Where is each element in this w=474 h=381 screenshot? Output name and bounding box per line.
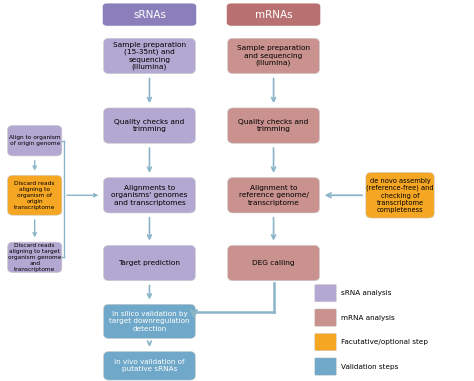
FancyBboxPatch shape (315, 333, 337, 351)
FancyBboxPatch shape (8, 242, 62, 273)
FancyBboxPatch shape (227, 3, 320, 26)
FancyBboxPatch shape (228, 108, 319, 143)
FancyBboxPatch shape (228, 38, 319, 74)
Text: mRNA analysis: mRNA analysis (341, 315, 395, 321)
FancyBboxPatch shape (103, 304, 195, 338)
FancyBboxPatch shape (228, 178, 319, 213)
FancyBboxPatch shape (102, 3, 197, 26)
Text: Alignment to
reference genome/
transcriptome: Alignment to reference genome/ transcrip… (238, 185, 309, 205)
Text: Facutative/optional step: Facutative/optional step (341, 339, 428, 345)
FancyBboxPatch shape (315, 309, 337, 326)
Text: Validation steps: Validation steps (341, 363, 398, 370)
FancyBboxPatch shape (366, 173, 434, 218)
Text: sRNA analysis: sRNA analysis (341, 290, 392, 296)
FancyBboxPatch shape (228, 245, 319, 281)
Text: sRNAs: sRNAs (133, 10, 166, 19)
Text: Sample preparation
and sequencing
(Illumina): Sample preparation and sequencing (Illum… (237, 45, 310, 66)
Text: mRNAs: mRNAs (255, 10, 292, 19)
Text: In vivo validation of
putative sRNAs: In vivo validation of putative sRNAs (114, 359, 185, 373)
FancyBboxPatch shape (103, 352, 195, 380)
FancyBboxPatch shape (8, 125, 62, 156)
Text: Align to organism
of origin genome: Align to organism of origin genome (9, 135, 61, 146)
Text: DEG calling: DEG calling (252, 260, 295, 266)
FancyBboxPatch shape (315, 285, 337, 302)
Text: In silico validation by
target downregulation
detection: In silico validation by target downregul… (109, 311, 190, 331)
FancyBboxPatch shape (103, 38, 195, 74)
Text: Discard reads
aligning to
organism of
origin
transcriptome: Discard reads aligning to organism of or… (14, 181, 55, 210)
Text: Target prediction: Target prediction (118, 260, 181, 266)
FancyBboxPatch shape (315, 358, 337, 375)
Text: Alignments to
organisms' genomes
and transcriptomes: Alignments to organisms' genomes and tra… (111, 185, 188, 205)
Text: Quality checks and
trimming: Quality checks and trimming (114, 119, 184, 132)
FancyBboxPatch shape (103, 245, 195, 281)
Text: Sample preparation
(15-35nt) and
sequencing
(Illumina): Sample preparation (15-35nt) and sequenc… (113, 42, 186, 70)
Text: de novo assembly
(reference-free) and
checking of
transcriptome
completeness: de novo assembly (reference-free) and ch… (366, 178, 434, 213)
FancyBboxPatch shape (8, 175, 62, 215)
FancyBboxPatch shape (103, 108, 195, 143)
FancyBboxPatch shape (103, 178, 195, 213)
Text: Quality checks and
trimming: Quality checks and trimming (238, 119, 309, 132)
Text: Discard reads
aligning to target
organism genome
and
transcriptome: Discard reads aligning to target organis… (8, 243, 62, 272)
